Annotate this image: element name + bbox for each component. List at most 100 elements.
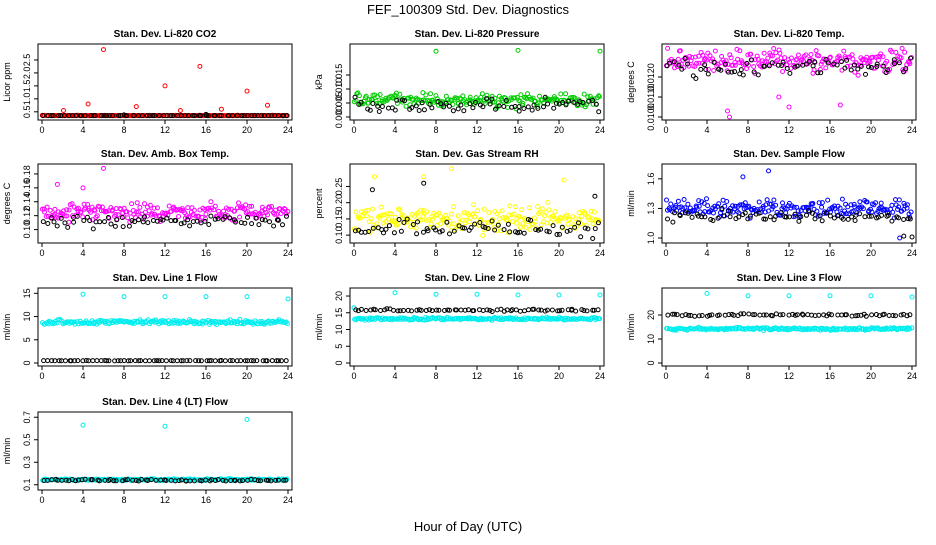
x-tick-label: 16 (513, 125, 523, 135)
data-point (142, 214, 147, 220)
y-tick-label: 2.0 (22, 67, 32, 80)
data-point (892, 61, 897, 67)
data-point (421, 180, 427, 186)
data-point (62, 220, 68, 226)
x-tick-label: 4 (392, 248, 397, 258)
x-tick-label: 20 (866, 248, 876, 258)
x-tick-label: 12 (160, 371, 170, 381)
data-point (120, 224, 126, 230)
data-point (693, 54, 698, 60)
x-tick-label: 16 (201, 371, 211, 381)
x-tick-label: 12 (784, 125, 794, 135)
data-point (467, 219, 473, 225)
data-point (860, 206, 866, 212)
data-point (480, 104, 486, 110)
data-point (455, 106, 461, 112)
data-point (806, 208, 812, 214)
data-point (516, 108, 522, 114)
data-point (809, 210, 815, 216)
data-point (517, 229, 523, 235)
data-point (275, 113, 281, 119)
data-point (62, 213, 68, 219)
data-point (156, 358, 162, 364)
data-point (461, 108, 467, 114)
data-point (273, 477, 279, 483)
data-point (901, 233, 907, 239)
data-point (753, 211, 759, 217)
data-point (455, 213, 461, 219)
data-point (875, 209, 881, 214)
data-point (816, 53, 822, 59)
data-point (126, 223, 132, 229)
data-point (727, 114, 732, 120)
data-point (437, 221, 443, 227)
data-point (284, 213, 289, 219)
data-point (397, 91, 403, 97)
data-point (227, 358, 233, 364)
data-point (131, 113, 137, 119)
data-point (909, 234, 915, 240)
data-point (890, 209, 896, 215)
data-point (718, 67, 724, 73)
data-point (40, 219, 46, 225)
data-point (881, 207, 887, 213)
data-point (125, 215, 131, 221)
x-tick-label: 16 (201, 125, 211, 135)
data-point (447, 218, 453, 224)
y-tick-label: 0.0110 (646, 84, 656, 111)
data-point (104, 358, 110, 364)
data-point (72, 358, 78, 364)
data-point (147, 202, 153, 208)
data-point (378, 308, 383, 313)
data-point (843, 312, 849, 318)
data-point (756, 210, 762, 216)
data-point (803, 61, 809, 67)
data-point (144, 113, 150, 119)
data-point (746, 311, 752, 317)
data-point (238, 320, 244, 326)
data-point (837, 102, 843, 108)
data-point (520, 100, 526, 106)
data-point (553, 100, 559, 106)
data-point (842, 65, 848, 71)
data-point (208, 213, 214, 219)
data-point (766, 63, 772, 69)
data-point (121, 112, 127, 118)
data-point (217, 113, 223, 119)
data-point (125, 358, 131, 364)
y-tick-label: 0.0100 (646, 103, 656, 131)
data-point (90, 226, 96, 232)
data-point (780, 312, 786, 318)
data-point (84, 214, 90, 220)
data-point (162, 294, 168, 300)
data-point (745, 216, 751, 222)
y-tick-label: 5 (22, 337, 32, 342)
data-point (769, 60, 775, 66)
data-point (777, 50, 783, 56)
data-point (66, 207, 72, 213)
data-point (45, 358, 51, 364)
data-point (582, 225, 588, 231)
x-tick-label: 4 (80, 495, 85, 505)
data-point (391, 307, 396, 313)
data-point (394, 101, 400, 106)
data-point (778, 210, 784, 216)
data-point (212, 216, 218, 222)
data-point (895, 206, 901, 212)
data-point (852, 218, 858, 223)
data-point (881, 311, 887, 317)
data-point (679, 66, 685, 72)
data-point (556, 292, 562, 298)
data-point (122, 477, 128, 483)
data-point (85, 321, 91, 327)
y-tick-label: 0.20 (334, 194, 344, 212)
data-point (99, 318, 105, 324)
data-point (376, 109, 382, 114)
x-tick-label: 8 (433, 371, 438, 381)
data-point (893, 313, 898, 319)
data-point (729, 69, 735, 75)
data-point (437, 98, 443, 104)
data-point (504, 217, 510, 223)
data-point (462, 307, 468, 313)
data-point (690, 73, 696, 79)
